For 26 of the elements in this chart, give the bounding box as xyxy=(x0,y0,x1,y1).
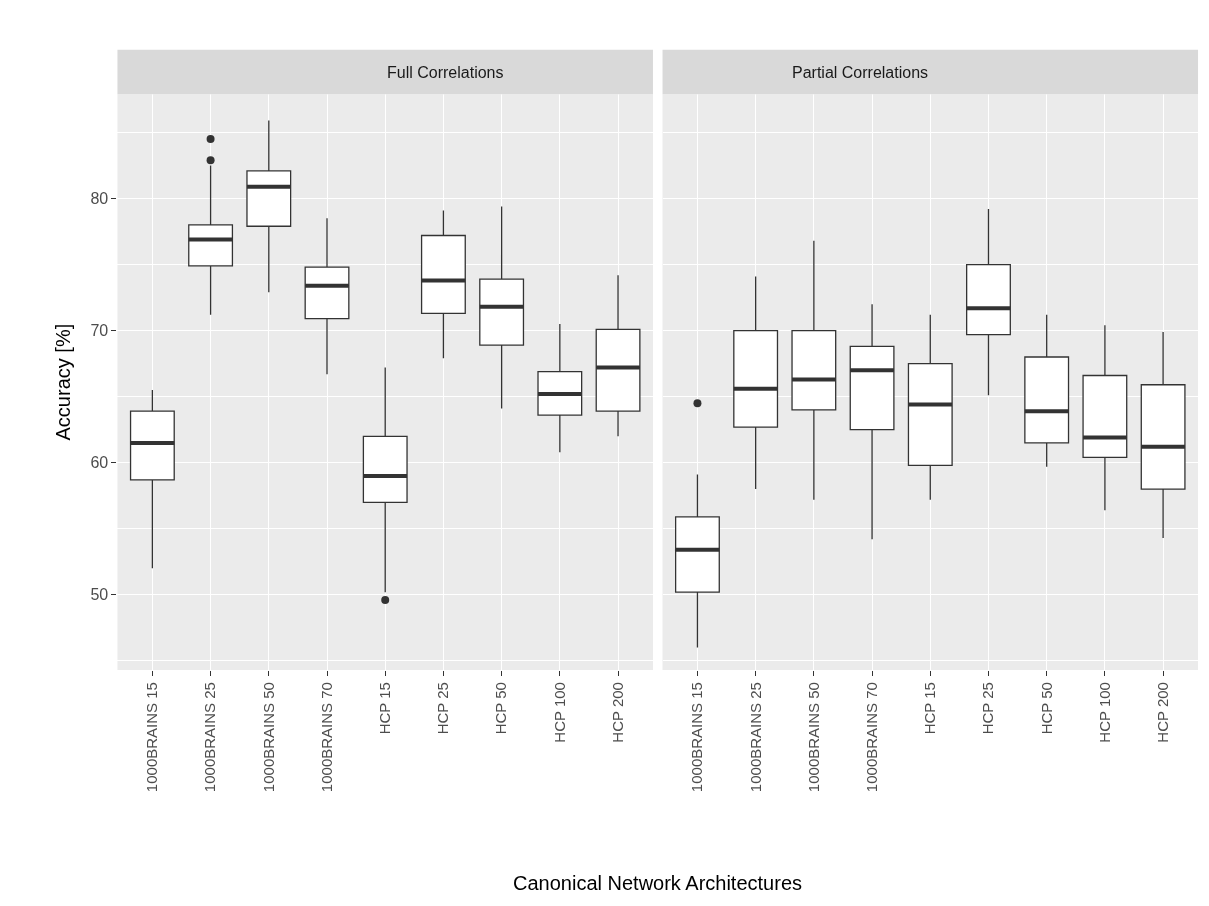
x-tick-label: 1000BRAINS 25 xyxy=(201,682,219,793)
x-tick-label: 1000BRAINS 15 xyxy=(143,682,161,793)
x-tick-label: HCP 25 xyxy=(979,682,997,735)
x-tick-label: 1000BRAINS 15 xyxy=(688,682,706,793)
x-tick-label: HCP 15 xyxy=(376,682,394,735)
chart-title: Partial Correlations xyxy=(792,64,929,81)
x-tick-label: HCP 200 xyxy=(1153,682,1171,743)
x-axis-title: Canonical Network Architectures xyxy=(513,872,803,894)
y-tick-label: 70 xyxy=(90,322,109,340)
x-tick-label: HCP 25 xyxy=(434,682,452,735)
x-tick-label: 1000BRAINS 25 xyxy=(746,682,764,793)
x-tick-label: 1000BRAINS 50 xyxy=(804,682,822,793)
y-tick-label: 80 xyxy=(90,190,109,208)
chart-title: Full Correlations xyxy=(387,64,504,81)
y-tick-label: 60 xyxy=(90,454,109,472)
x-tick-label: 1000BRAINS 70 xyxy=(317,682,335,793)
x-tick-label: HCP 50 xyxy=(492,682,510,735)
y-tick-label: 50 xyxy=(90,586,109,604)
x-tick-label: HCP 100 xyxy=(1095,682,1113,743)
x-tick-label: HCP 100 xyxy=(550,682,568,743)
y-axis-title: Accuracy [%] xyxy=(51,323,74,441)
x-tick-label: 1000BRAINS 50 xyxy=(259,682,277,793)
x-tick-label: HCP 15 xyxy=(921,682,939,735)
x-tick-label: HCP 200 xyxy=(608,682,626,743)
x-tick-label: HCP 50 xyxy=(1037,682,1055,735)
x-tick-label: 1000BRAINS 70 xyxy=(862,682,880,793)
